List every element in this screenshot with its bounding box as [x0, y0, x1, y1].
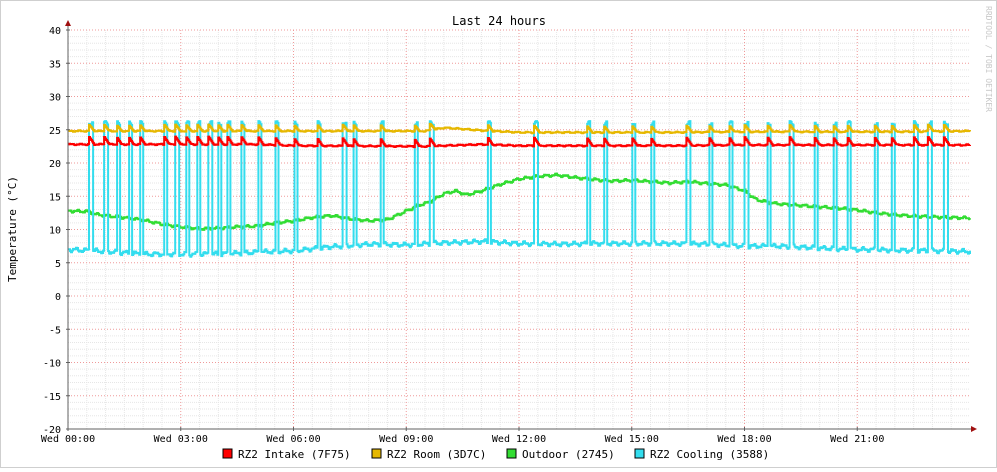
- y-tick-label: 25: [49, 126, 61, 137]
- y-tick-label: 15: [49, 192, 61, 203]
- y-axis-label: Temperature (°C): [6, 176, 19, 282]
- series-line-4: [68, 120, 971, 258]
- x-tick-label: Wed 21:00: [830, 434, 884, 445]
- axes: [65, 20, 977, 432]
- rrdtool-watermark: RRDTOOL / TOBI OETIKER: [984, 6, 993, 112]
- legend-label: RZ2 Cooling (3588): [650, 448, 769, 461]
- y-tick-label: -15: [43, 392, 61, 403]
- y-tick-label: 35: [49, 59, 61, 70]
- y-tick-label: 30: [49, 93, 61, 104]
- legend-label: Outdoor (2745): [522, 448, 615, 461]
- y-tick-label: 5: [55, 259, 61, 270]
- x-tick-label: Wed 12:00: [492, 434, 546, 445]
- x-tick-label: Wed 03:00: [154, 434, 208, 445]
- series-line-2: [68, 122, 971, 135]
- legend-swatch: [506, 448, 517, 459]
- legend: RZ2 Intake (7F75) RZ2 Room (3D7C) Outdoor …: [222, 448, 769, 461]
- y-tick-label: 0: [55, 292, 61, 303]
- y-tick-label: 40: [49, 26, 61, 37]
- legend-swatch: [371, 448, 382, 459]
- y-tick-labels: 40 35 30 25 20 15 10 5 0 -5 -10 -15 -20: [43, 26, 61, 436]
- legend-label: RZ2 Room (3D7C): [387, 448, 486, 461]
- y-tick-label: 10: [49, 226, 61, 237]
- x-tick-label: Wed 18:00: [717, 434, 771, 445]
- legend-swatch: [634, 448, 645, 459]
- chart-title: Last 24 hours: [452, 14, 546, 28]
- x-tick-label: Wed 09:00: [379, 434, 433, 445]
- y-tick-label: -10: [43, 359, 61, 370]
- x-tick-label: Wed 00:00: [41, 434, 95, 445]
- y-tick-label: 20: [49, 159, 61, 170]
- x-tick-label: Wed 15:00: [605, 434, 659, 445]
- legend-label: RZ2 Intake (7F75): [238, 448, 351, 461]
- x-tick-label: Wed 06:00: [266, 434, 320, 445]
- x-tick-labels: Wed 00:00 Wed 03:00 Wed 06:00 Wed 09:00 Wed …: [41, 434, 884, 445]
- y-axis-arrow: [65, 20, 71, 26]
- major-grid: [67, 29, 970, 430]
- series-layer: [68, 120, 971, 258]
- legend-swatch: [222, 448, 233, 459]
- series-line-1: [68, 135, 971, 149]
- x-axis-arrow: [971, 426, 977, 432]
- y-tick-label: -20: [43, 425, 61, 436]
- y-tick-label: -5: [49, 325, 61, 336]
